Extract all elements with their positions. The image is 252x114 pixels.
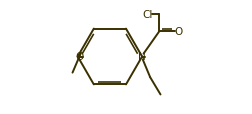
Text: N: N (138, 52, 145, 62)
Text: Cl: Cl (142, 10, 152, 20)
Text: O: O (75, 52, 84, 62)
Text: O: O (174, 27, 182, 37)
